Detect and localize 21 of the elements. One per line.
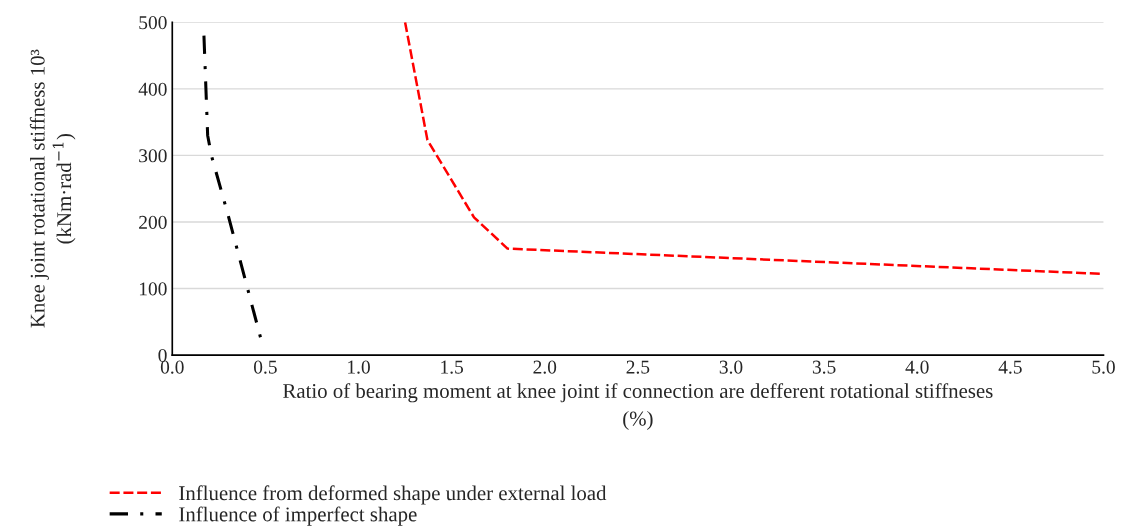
x-axis-title: Ratio of bearing moment at knee joint if connection are defferent rotational stiffneses (%) (283, 383, 993, 430)
x-tick-label: 4.0 (905, 360, 929, 374)
x-tick-label: 0.0 (160, 360, 184, 374)
x-tick-label: 1.0 (348, 360, 370, 374)
x-tick-label: 3.0 (719, 360, 743, 374)
y-tick-label: 300 (139, 149, 167, 163)
y-tick-label: 400 (138, 82, 167, 96)
x-tick-label: 5.0 (1092, 360, 1115, 374)
y-axis-title: Knee joint rotational stiffness 10³ (kNm·rad$^{−1}$) (29, 49, 76, 328)
x-tick-label: 2.0 (533, 360, 557, 374)
y-tick-label: 100 (139, 282, 167, 296)
x-tick-label: 0.5 (253, 360, 277, 374)
y-tick-label: 500 (139, 16, 167, 30)
x-tick-label: 2.5 (626, 360, 650, 374)
y-tick-label: 200 (139, 215, 167, 229)
x-tick-label: 3.5 (812, 360, 836, 374)
legend-label: Influence from deformed shape under external load (179, 485, 607, 505)
y-tick-label: 0 (158, 348, 167, 363)
legend-label: Influence of imperfect shape (179, 506, 417, 526)
x-tick-label: 4.5 (998, 360, 1022, 374)
x-tick-label: 1.5 (441, 360, 464, 374)
